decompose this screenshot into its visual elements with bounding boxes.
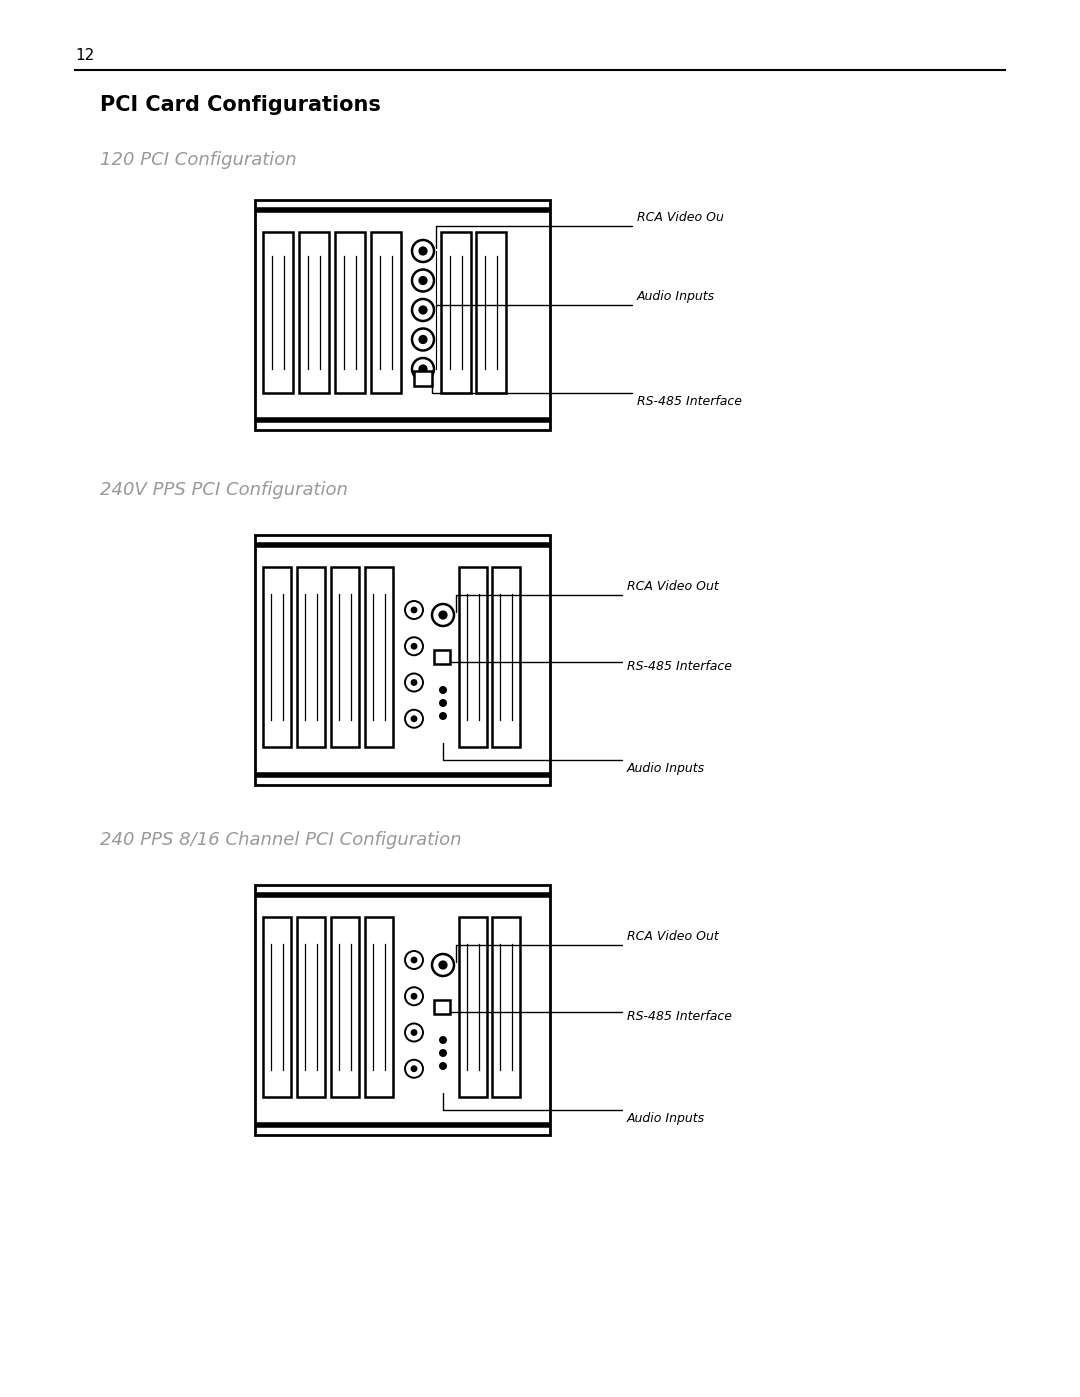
Circle shape	[411, 240, 434, 263]
Circle shape	[438, 960, 447, 970]
Bar	[365, 567, 393, 747]
Text: PCI Card Configurations: PCI Card Configurations	[100, 95, 381, 115]
Circle shape	[410, 957, 417, 964]
Bar	[297, 916, 325, 1097]
Text: 240 PPS 8/16 Channel PCI Configuration: 240 PPS 8/16 Channel PCI Configuration	[100, 831, 461, 849]
Text: Audio Inputs: Audio Inputs	[627, 761, 705, 775]
Text: 120 PCI Configuration: 120 PCI Configuration	[100, 151, 297, 169]
Bar	[297, 567, 325, 747]
Circle shape	[405, 988, 423, 1006]
Bar	[492, 916, 519, 1097]
Bar	[264, 567, 291, 747]
Text: 12: 12	[75, 47, 94, 63]
Bar	[255, 535, 550, 785]
Circle shape	[410, 679, 417, 686]
Text: RS-485 Interface: RS-485 Interface	[637, 395, 742, 408]
Circle shape	[411, 358, 434, 380]
Circle shape	[405, 601, 423, 619]
Circle shape	[405, 673, 423, 692]
Circle shape	[418, 246, 428, 256]
Circle shape	[411, 270, 434, 292]
Text: RCA Video Ou: RCA Video Ou	[637, 211, 724, 224]
Bar	[414, 372, 432, 386]
Bar	[330, 916, 359, 1097]
Bar	[459, 916, 487, 1097]
Circle shape	[418, 275, 428, 285]
Text: Audio Inputs: Audio Inputs	[637, 291, 715, 303]
Bar	[372, 232, 401, 393]
Circle shape	[405, 951, 423, 970]
Bar	[476, 232, 507, 393]
Bar	[492, 567, 519, 747]
Text: RS-485 Interface: RS-485 Interface	[627, 659, 732, 673]
Bar	[365, 916, 393, 1097]
Circle shape	[410, 1066, 417, 1071]
Circle shape	[418, 335, 428, 344]
Text: 240V PPS PCI Configuration: 240V PPS PCI Configuration	[100, 481, 348, 499]
Circle shape	[410, 1030, 417, 1037]
Circle shape	[405, 1060, 423, 1077]
Circle shape	[410, 606, 417, 613]
Text: RCA Video Out: RCA Video Out	[627, 580, 719, 592]
Circle shape	[438, 712, 447, 719]
Text: Audio Inputs: Audio Inputs	[627, 1112, 705, 1125]
Bar	[330, 567, 359, 747]
Bar	[264, 232, 293, 393]
Circle shape	[410, 993, 417, 1000]
Bar	[264, 916, 291, 1097]
Circle shape	[411, 299, 434, 321]
Circle shape	[405, 637, 423, 655]
Circle shape	[405, 1024, 423, 1042]
Bar	[335, 232, 365, 393]
Bar	[255, 886, 550, 1134]
Circle shape	[432, 604, 454, 626]
Circle shape	[405, 710, 423, 728]
Bar	[459, 567, 487, 747]
Circle shape	[432, 954, 454, 977]
Circle shape	[411, 328, 434, 351]
Circle shape	[438, 1062, 447, 1070]
Circle shape	[438, 698, 447, 707]
Circle shape	[410, 643, 417, 650]
Circle shape	[418, 306, 428, 314]
Circle shape	[438, 686, 447, 694]
Bar	[434, 650, 450, 664]
Bar	[299, 232, 329, 393]
Text: RS-485 Interface: RS-485 Interface	[627, 1010, 732, 1023]
Circle shape	[438, 610, 447, 620]
Circle shape	[418, 365, 428, 373]
Circle shape	[438, 1037, 447, 1044]
Bar	[441, 232, 471, 393]
Bar	[434, 1000, 450, 1014]
Circle shape	[410, 715, 417, 722]
Circle shape	[438, 1049, 447, 1058]
Bar	[255, 200, 550, 430]
Text: RCA Video Out: RCA Video Out	[627, 930, 719, 943]
